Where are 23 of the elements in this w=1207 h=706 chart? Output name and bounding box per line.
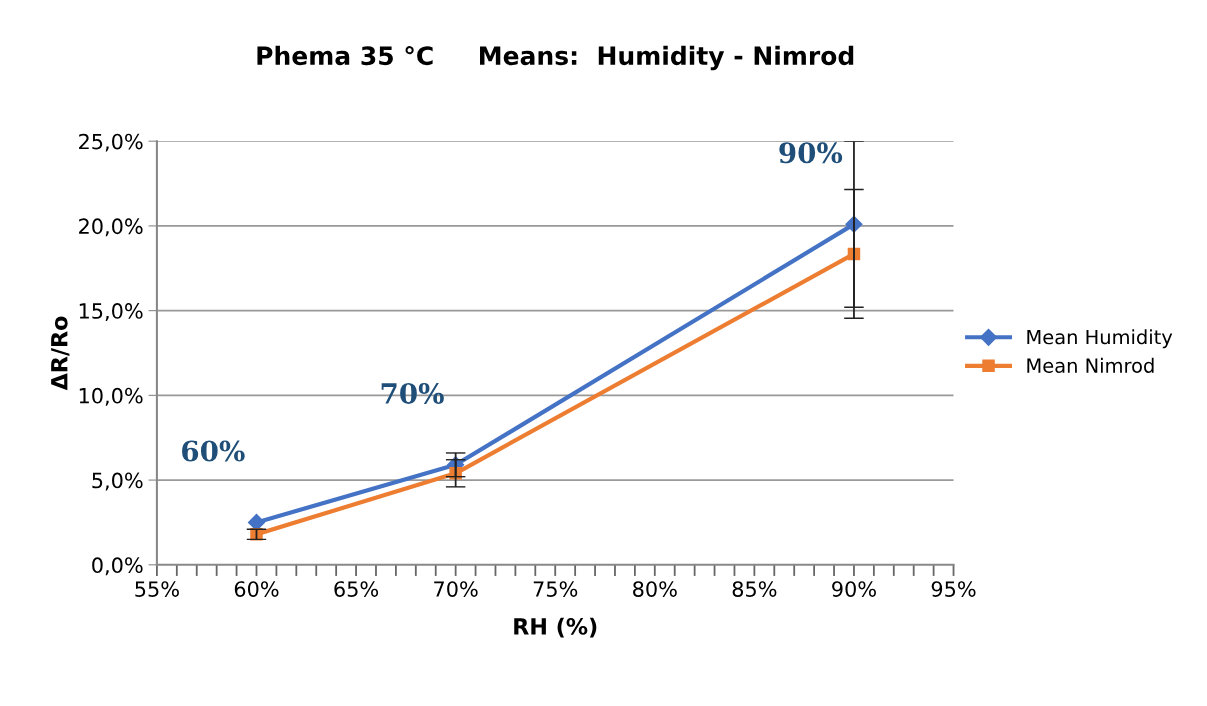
- x-axis-title: RH (%): [514, 617, 597, 638]
- y-tick-label: 10,0%: [79, 387, 143, 406]
- x-tick-label: 85%: [732, 581, 777, 597]
- x-tick-label: 55%: [135, 581, 179, 597]
- x-tick-label: 80%: [633, 581, 677, 597]
- y-tick-label: 0,0%: [92, 557, 143, 576]
- x-tick-label: 75%: [533, 581, 578, 597]
- x-tick-label: 60%: [234, 581, 279, 597]
- y-tick-label: 5,0%: [92, 472, 143, 491]
- annotation: 90%: [779, 142, 843, 164]
- annotation: 70%: [381, 382, 444, 404]
- x-tick-label: 65%: [334, 581, 379, 597]
- legend-label: Mean Nimrod: [1027, 357, 1154, 373]
- y-tick-label: 25,0%: [79, 133, 143, 152]
- y-tick-label: 20,0%: [79, 218, 143, 237]
- chart-title: Phema 35 °C Means: Humidity - Nimrod: [257, 45, 854, 71]
- x-tick-label: 70%: [434, 581, 478, 597]
- annotation: 60%: [182, 440, 245, 462]
- y-tick-label: 15,0%: [79, 303, 143, 321]
- y-axis-title: ΔR/Ro: [51, 316, 70, 391]
- legend-label: Mean Humidity: [1027, 329, 1173, 349]
- x-tick-label: 90%: [832, 581, 876, 597]
- x-tick-label: 95%: [931, 581, 976, 597]
